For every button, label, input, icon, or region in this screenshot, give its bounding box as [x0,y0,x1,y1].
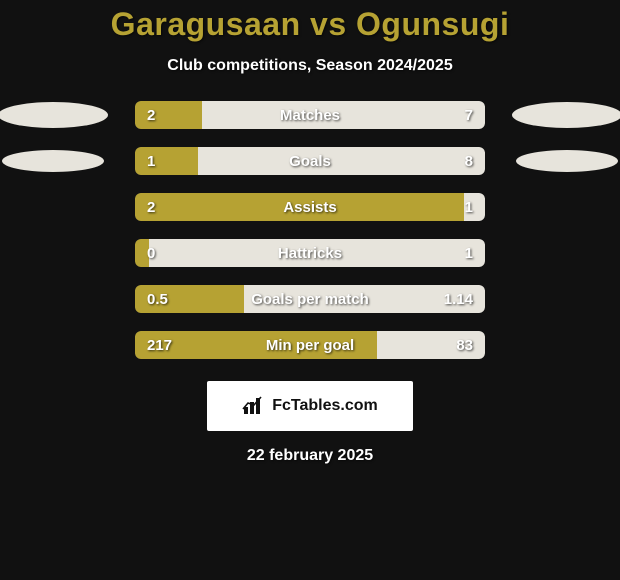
player-right-ellipse [516,150,618,172]
spacer [7,253,117,254]
spacer [503,345,613,346]
stat-row: 27Matches [0,101,620,129]
stat-row: 0.51.14Goals per match [0,285,620,313]
ellipse-slot [7,150,117,172]
stat-label: Goals per match [135,291,485,308]
ellipse-slot [503,102,613,128]
stat-label: Min per goal [135,337,485,354]
player-left-ellipse [2,150,104,172]
spacer [7,207,117,208]
ellipse-slot [7,102,117,128]
stat-label: Matches [135,107,485,124]
stat-label: Assists [135,199,485,216]
date-label: 22 february 2025 [0,447,620,465]
ellipse-slot [503,150,613,172]
player-left-ellipse [0,102,108,128]
stats-container: 27Matches 18Goals 21Assists 01Hattricks 0.51… [0,101,620,359]
spacer [7,345,117,346]
spacer [503,299,613,300]
stat-bar: 0.51.14Goals per match [135,285,485,313]
stat-label: Goals [135,153,485,170]
stat-bar: 21783Min per goal [135,331,485,359]
brand-label: FcTables.com [272,397,378,415]
stat-row: 21Assists [0,193,620,221]
brand-badge: FcTables.com [207,381,413,431]
spacer [503,253,613,254]
spacer [7,299,117,300]
player-right-ellipse [512,102,620,128]
chart-icon [242,396,266,416]
stat-label: Hattricks [135,245,485,262]
stat-bar: 18Goals [135,147,485,175]
stat-bar: 27Matches [135,101,485,129]
stat-bar: 01Hattricks [135,239,485,267]
spacer [503,207,613,208]
stat-bar: 21Assists [135,193,485,221]
stat-row: 01Hattricks [0,239,620,267]
page-title: Garagusaan vs Ogunsugi [0,0,620,43]
subtitle: Club competitions, Season 2024/2025 [0,57,620,75]
comparison-infographic: Garagusaan vs Ogunsugi Club competitions… [0,0,620,580]
stat-row: 21783Min per goal [0,331,620,359]
stat-row: 18Goals [0,147,620,175]
